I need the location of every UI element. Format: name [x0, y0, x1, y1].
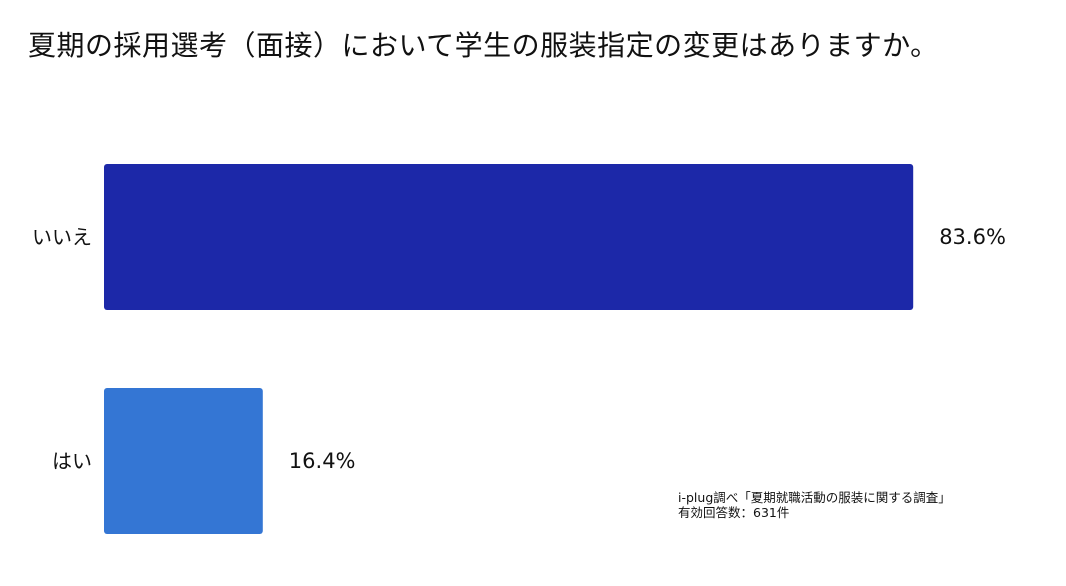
- response-count: 有効回答数：631件: [678, 505, 790, 520]
- bar-hai: [104, 388, 263, 534]
- source-line: i-plug調べ「夏期就職活動の服装に関する調査」: [678, 490, 951, 505]
- bar-iie: [104, 164, 914, 310]
- source-note: i-plug調べ「夏期就職活動の服装に関する調査」 有効回答数：631件: [678, 490, 951, 520]
- category-label: いいえ: [32, 225, 92, 249]
- category-label: はい: [52, 449, 92, 473]
- value-label: 83.6%: [939, 225, 1006, 249]
- value-label: 16.4%: [289, 449, 356, 473]
- chart-title: 夏期の採用選考（面接）において学生の服装指定の変更はありますか。: [28, 29, 939, 62]
